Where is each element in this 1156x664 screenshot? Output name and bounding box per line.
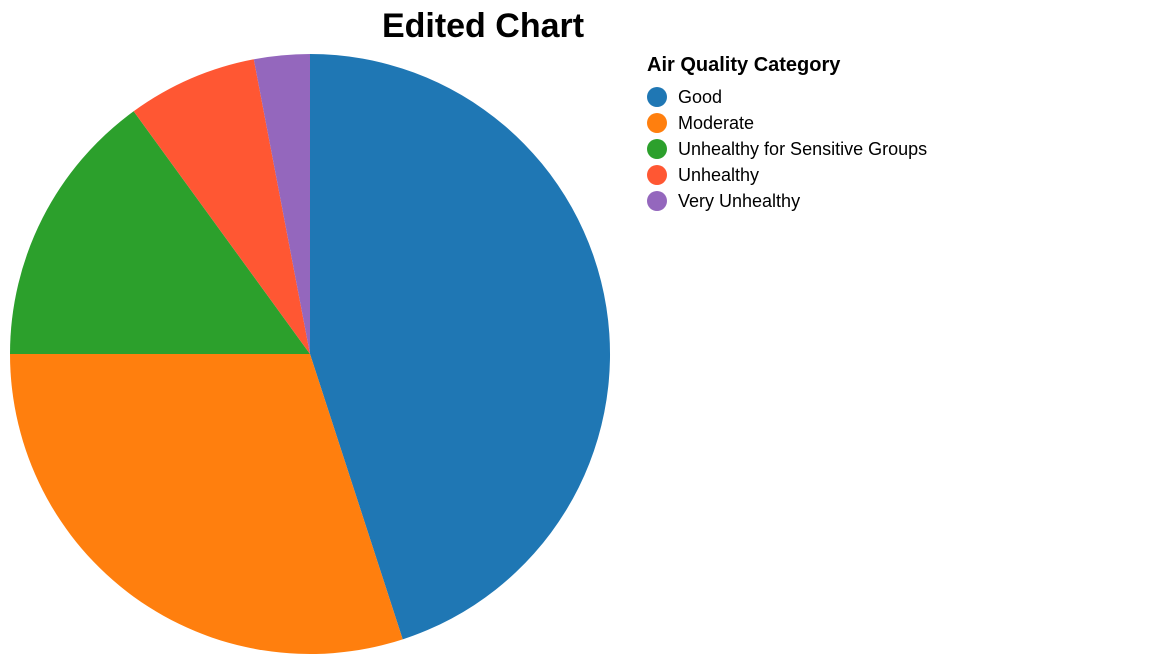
pie-slice-unhealthy bbox=[133, 59, 310, 355]
pie-slice-very-unhealthy bbox=[253, 54, 310, 354]
pie-slice-unhealthy-for-sensitive-groups bbox=[9, 111, 310, 354]
legend-label-moderate: Moderate bbox=[678, 112, 755, 133]
legend-label-good: Good bbox=[678, 86, 723, 107]
legend-label-unhealthy: Unhealthy bbox=[678, 164, 760, 185]
legend-title: Air Quality Category bbox=[647, 54, 841, 76]
legend-label-unhealthy-for-sensitive-groups: Unhealthy for Sensitive Groups bbox=[678, 138, 928, 159]
legend-swatch-very-unhealthy bbox=[647, 191, 667, 211]
legend-swatch-unhealthy bbox=[647, 165, 667, 185]
legend-item-good: Good bbox=[647, 84, 927, 110]
legend-swatch-good bbox=[647, 87, 667, 107]
chart-title: Edited Chart bbox=[381, 7, 585, 45]
legend-items: Good Moderate Unhealthy for Sensitive Grou… bbox=[647, 84, 927, 214]
legend: Air Quality Category Good Moderate Unhealt… bbox=[647, 52, 927, 214]
legend-item-moderate: Moderate bbox=[647, 110, 927, 136]
legend-item-very-unhealthy: Very Unhealthy bbox=[647, 188, 927, 214]
legend-item-unhealthy-for-sensitive-groups: Unhealthy for Sensitive Groups bbox=[647, 136, 927, 162]
pie-slice-moderate bbox=[9, 354, 403, 655]
pie-slice-good bbox=[310, 54, 611, 640]
legend-swatch-unhealthy-for-sensitive-groups bbox=[647, 139, 667, 159]
legend-label-very-unhealthy: Very Unhealthy bbox=[678, 190, 801, 211]
legend-swatch-moderate bbox=[647, 113, 667, 133]
legend-item-unhealthy: Unhealthy bbox=[647, 162, 927, 188]
